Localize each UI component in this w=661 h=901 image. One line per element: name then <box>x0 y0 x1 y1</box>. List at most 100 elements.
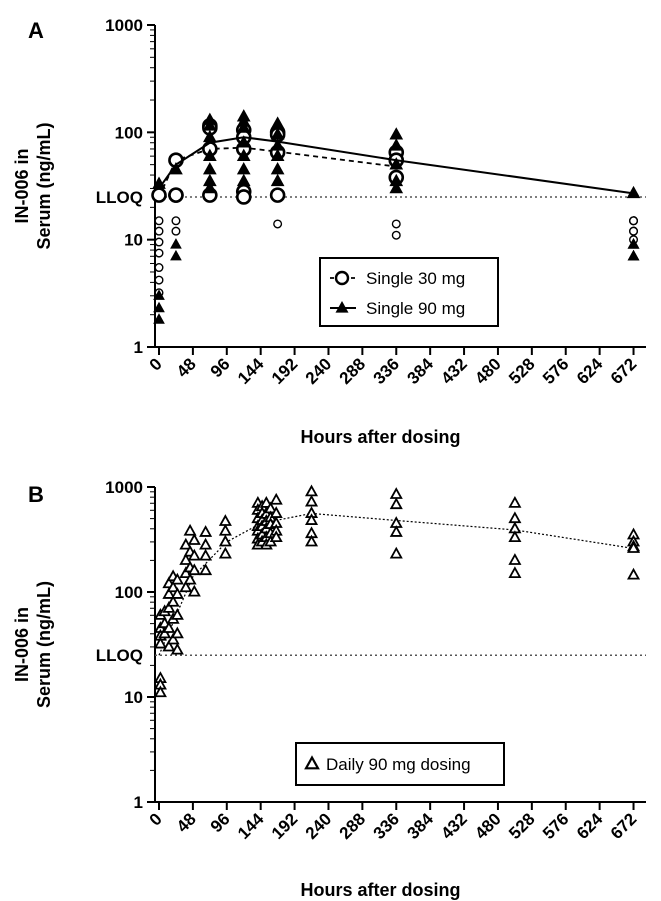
data-point-open-triangle <box>508 566 522 579</box>
data-point-open-triangle <box>304 513 319 525</box>
panel-a: A IN-006 in Serum (ng/mL) 1 10 100 1000 LLOQ 0 48… <box>12 16 646 447</box>
legend-label: Single 90 mg <box>366 299 465 318</box>
data-point-open-triangle <box>508 511 522 524</box>
data-point-triangle <box>389 127 404 140</box>
x-tick-label: 0 <box>146 809 166 829</box>
data-point-triangle <box>626 185 641 199</box>
data-point-open-triangle <box>187 563 201 576</box>
data-point-circle <box>151 187 167 203</box>
x-tick-label: 144 <box>234 809 268 843</box>
data-point-open-triangle <box>170 626 184 639</box>
data-point-triangle <box>270 148 285 161</box>
x-tick-label: 288 <box>336 354 369 387</box>
x-tick-label: 288 <box>336 809 369 842</box>
y-axis-title: IN-006 in <box>12 148 32 223</box>
series-line <box>158 512 634 656</box>
legend-marker-open-triangle <box>304 755 320 770</box>
legend-box <box>295 742 505 786</box>
data-point-open-triangle <box>153 685 167 698</box>
data-point-triangle <box>270 116 285 129</box>
x-tick-label: 672 <box>607 809 640 842</box>
data-point-triangle <box>202 148 217 161</box>
y-axis-title: IN-006 in <box>12 607 32 682</box>
data-point-circle <box>154 226 164 236</box>
x-tick-label: 240 <box>302 809 335 842</box>
data-point-triangle <box>236 162 251 175</box>
x-tick-label: 624 <box>573 809 607 843</box>
data-point-open-triangle <box>162 587 176 599</box>
x-tick-label: 192 <box>268 809 301 842</box>
data-point-open-triangle <box>187 533 201 545</box>
data-point-open-triangle <box>187 548 201 561</box>
data-point-circle <box>171 226 181 236</box>
data-point-circle <box>629 226 639 236</box>
legend-label: Daily 90 mg dosing <box>326 755 471 774</box>
data-point-open-triangle <box>170 608 184 620</box>
y-tick-label: 100 <box>115 123 143 142</box>
x-tick-label: 240 <box>302 354 335 387</box>
data-point-circle <box>154 248 164 258</box>
data-point-open-triangle <box>170 572 184 585</box>
legend-marker-triangle <box>335 300 349 313</box>
data-point-triangle <box>270 162 285 175</box>
data-point-open-triangle <box>162 621 176 633</box>
x-tick-label: 192 <box>268 354 301 387</box>
x-tick-label: 96 <box>207 354 234 381</box>
x-axis-title: Hours after dosing <box>300 427 460 447</box>
data-point-open-triangle <box>183 523 197 536</box>
x-tick-label: 336 <box>370 354 403 387</box>
data-point-triangle <box>152 176 166 189</box>
data-point-open-triangle <box>389 497 403 510</box>
data-point-circle <box>629 216 639 226</box>
data-point-open-triangle <box>269 530 283 543</box>
data-point-triangle <box>389 157 404 170</box>
y-axis-title: Serum (ng/mL) <box>34 122 54 249</box>
data-point-triangle <box>202 129 217 143</box>
data-point-open-triangle <box>179 553 193 565</box>
x-tick-label: 624 <box>573 354 607 388</box>
data-point-triangle <box>236 135 251 148</box>
data-point-circle <box>269 187 286 203</box>
x-axis-title: Hours after dosing <box>300 880 460 900</box>
data-point-circle <box>391 219 401 229</box>
x-tick-label: 528 <box>505 809 538 842</box>
data-point-triangle <box>627 238 640 249</box>
x-tick-label: 432 <box>437 809 470 842</box>
panel-label: A <box>28 18 44 43</box>
data-point-open-triangle <box>508 530 522 543</box>
data-point-open-triangle <box>508 496 522 508</box>
y-axis-title: Serum (ng/mL) <box>34 581 54 708</box>
y-tick-label: 1 <box>134 793 143 812</box>
legend-box <box>319 257 499 327</box>
legend-marker-circle <box>334 270 350 286</box>
data-point-open-triangle <box>166 594 180 607</box>
data-point-open-triangle <box>170 587 184 599</box>
y-tick-label: 1000 <box>105 16 143 35</box>
data-point-open-triangle <box>199 563 213 576</box>
data-point-open-triangle <box>166 580 180 593</box>
lloq-label: LLOQ <box>96 646 143 665</box>
data-point-open-triangle <box>626 567 641 580</box>
data-point-triangle <box>170 249 182 261</box>
x-tick-label: 48 <box>173 354 200 381</box>
data-point-triangle <box>202 162 217 175</box>
x-tick-label: 672 <box>607 354 640 387</box>
data-point-triangle <box>153 289 165 300</box>
data-point-open-triangle <box>304 534 319 547</box>
data-point-open-triangle <box>166 632 180 645</box>
x-tick-label: 480 <box>471 354 504 387</box>
data-point-triangle <box>236 148 251 161</box>
data-point-open-triangle <box>153 636 167 649</box>
data-point-circle <box>235 189 252 205</box>
x-tick-label: 48 <box>173 809 200 836</box>
data-point-open-triangle <box>259 496 273 508</box>
data-point-open-triangle <box>199 537 213 550</box>
data-point-open-triangle <box>218 523 232 536</box>
series-line <box>158 146 397 198</box>
data-point-open-triangle <box>183 572 197 585</box>
data-point-open-triangle <box>179 580 193 593</box>
x-tick-label: 336 <box>370 809 403 842</box>
data-point-triangle <box>389 138 404 151</box>
data-point-open-triangle <box>162 601 176 613</box>
x-tick-label: 384 <box>403 354 437 388</box>
